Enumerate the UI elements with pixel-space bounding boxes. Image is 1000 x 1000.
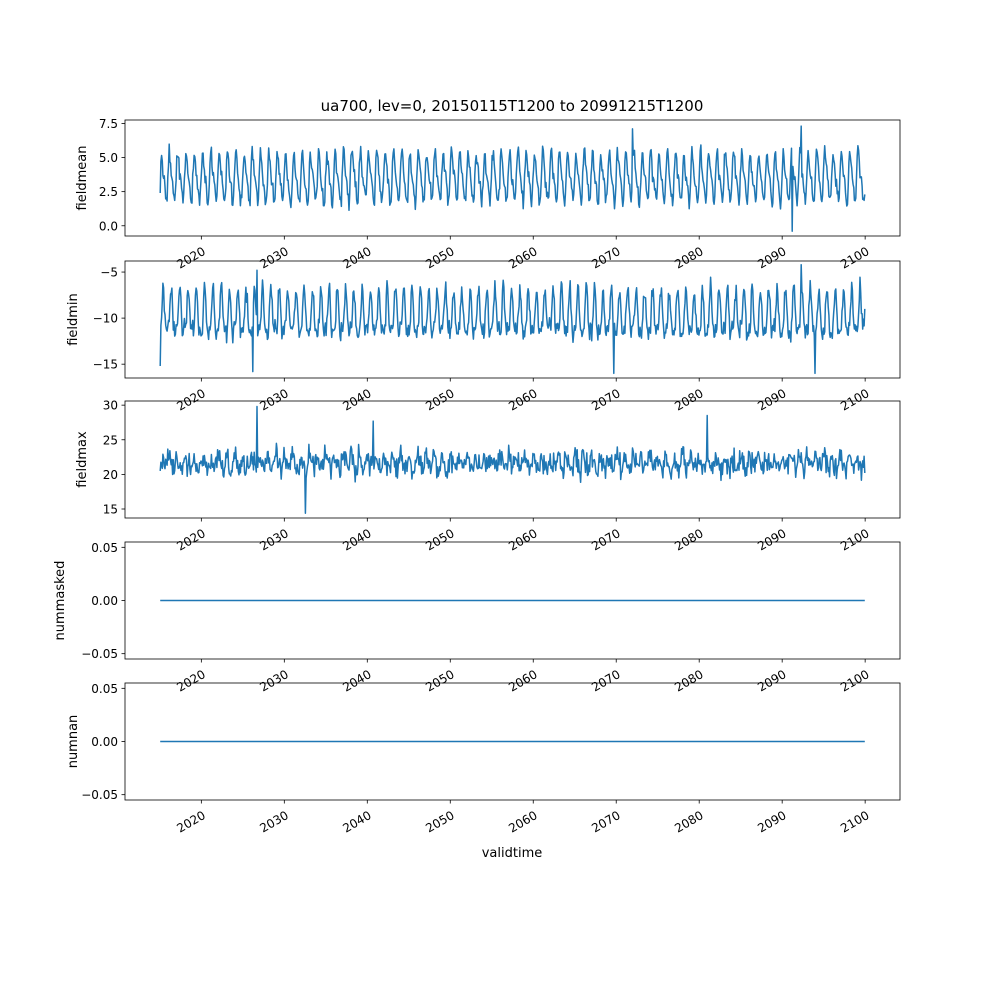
y-tick-label: 25 bbox=[103, 433, 118, 447]
x-tick-label: 2050 bbox=[423, 667, 456, 694]
x-tick-label: 2040 bbox=[340, 667, 373, 694]
y-tick-label: −5 bbox=[100, 266, 118, 280]
x-tick-label: 2080 bbox=[672, 808, 705, 835]
series-line-fieldmean bbox=[159, 125, 866, 232]
x-tick-label: 2050 bbox=[423, 526, 456, 553]
y-tick-label: 2.5 bbox=[99, 185, 118, 199]
y-tick-label: −10 bbox=[93, 312, 118, 326]
chart-title: ua700, lev=0, 20150115T1200 to 20991215T… bbox=[321, 97, 704, 115]
x-tick-label: 2060 bbox=[506, 386, 539, 413]
y-tick-label: 30 bbox=[103, 399, 118, 413]
y-tick-label: 0.05 bbox=[91, 541, 118, 555]
x-tick-label: 2070 bbox=[589, 667, 622, 694]
y-tick-label: −15 bbox=[93, 358, 118, 372]
y-axis-label: fieldmax bbox=[75, 431, 90, 488]
subplot-fieldmin: −15 −10 −5 2020 2030 2040 2050 2060 2070 2080 2090… bbox=[66, 260, 901, 414]
y-tick-label: 0.00 bbox=[91, 594, 118, 608]
x-tick-label: 2030 bbox=[257, 808, 290, 835]
y-tick-label: −0.05 bbox=[81, 788, 118, 802]
x-tick-label: 2020 bbox=[174, 667, 207, 694]
x-tick-label: 2040 bbox=[340, 386, 373, 413]
x-tick-label: 2040 bbox=[340, 526, 373, 553]
x-tick-label: 2030 bbox=[257, 526, 290, 553]
y-tick-label: 0.00 bbox=[91, 735, 118, 749]
x-tick-label: 2090 bbox=[755, 244, 788, 271]
y-axis-label: numnan bbox=[66, 715, 81, 769]
y-axis-label: fieldmin bbox=[66, 293, 81, 346]
x-tick-label: 2080 bbox=[672, 386, 705, 413]
x-tick-label: 2050 bbox=[423, 386, 456, 413]
series-line-fieldmin bbox=[159, 263, 866, 375]
x-tick-label: 2080 bbox=[672, 526, 705, 553]
x-tick-label: 2080 bbox=[672, 667, 705, 694]
x-tick-label: 2090 bbox=[755, 386, 788, 413]
x-tick-label: 2060 bbox=[506, 526, 539, 553]
x-tick-label: 2020 bbox=[174, 386, 207, 413]
x-tick-label: 2060 bbox=[506, 244, 539, 271]
x-tick-label: 2020 bbox=[174, 244, 207, 271]
y-tick-label: 0.05 bbox=[91, 682, 118, 696]
x-tick-label: 2100 bbox=[838, 526, 871, 553]
x-tick-label: 2040 bbox=[340, 244, 373, 271]
x-tick-label: 2050 bbox=[423, 808, 456, 835]
subplot-numnan: −0.05 0.00 0.05 2020 2030 2040 2050 2060 2070 208… bbox=[66, 682, 901, 836]
x-tick-label: 2100 bbox=[838, 808, 871, 835]
x-tick-label: 2070 bbox=[589, 244, 622, 271]
axes-frame bbox=[124, 119, 901, 237]
x-tick-label: 2100 bbox=[838, 244, 871, 271]
y-tick-label: 15 bbox=[103, 503, 118, 517]
x-tick-label: 2070 bbox=[589, 386, 622, 413]
x-tick-label: 2060 bbox=[506, 667, 539, 694]
y-axis-label: fieldmean bbox=[75, 146, 90, 211]
x-tick-label: 2100 bbox=[838, 386, 871, 413]
x-tick-label: 2030 bbox=[257, 244, 290, 271]
x-tick-label: 2070 bbox=[589, 808, 622, 835]
x-tick-label: 2020 bbox=[174, 526, 207, 553]
x-tick-label: 2020 bbox=[174, 808, 207, 835]
y-axis-label: nummasked bbox=[53, 561, 68, 641]
x-tick-label: 2100 bbox=[838, 667, 871, 694]
y-tick-label: 0.0 bbox=[99, 219, 118, 233]
x-axis-label: validtime bbox=[482, 846, 543, 861]
x-tick-label: 2060 bbox=[506, 808, 539, 835]
x-tick-label: 2090 bbox=[755, 526, 788, 553]
y-tick-label: 20 bbox=[103, 468, 118, 482]
axes-frame bbox=[124, 400, 901, 519]
axes-frame bbox=[124, 260, 901, 379]
subplot-nummasked: −0.05 0.00 0.05 2020 2030 2040 2050 2060 2070 208… bbox=[53, 541, 901, 695]
x-tick-label: 2050 bbox=[423, 244, 456, 271]
y-tick-label: −0.05 bbox=[81, 647, 118, 661]
subplot-fieldmax: 15 20 25 30 2020 2030 2040 2050 2060 2070 2080 2090… bbox=[75, 399, 901, 554]
x-tick-label: 2030 bbox=[257, 667, 290, 694]
x-tick-label: 2030 bbox=[257, 386, 290, 413]
x-tick-label: 2070 bbox=[589, 526, 622, 553]
x-tick-label: 2080 bbox=[672, 244, 705, 271]
y-tick-label: 5.0 bbox=[99, 151, 118, 165]
series-line-fieldmax bbox=[159, 405, 866, 514]
subplot-fieldmean: 0.0 2.5 5.0 7.5 2020 2030 2040 2050 2060 2070 2080… bbox=[75, 117, 901, 272]
x-tick-label: 2090 bbox=[755, 808, 788, 835]
x-tick-label: 2090 bbox=[755, 667, 788, 694]
y-tick-label: 7.5 bbox=[99, 117, 118, 131]
x-tick-label: 2040 bbox=[340, 808, 373, 835]
